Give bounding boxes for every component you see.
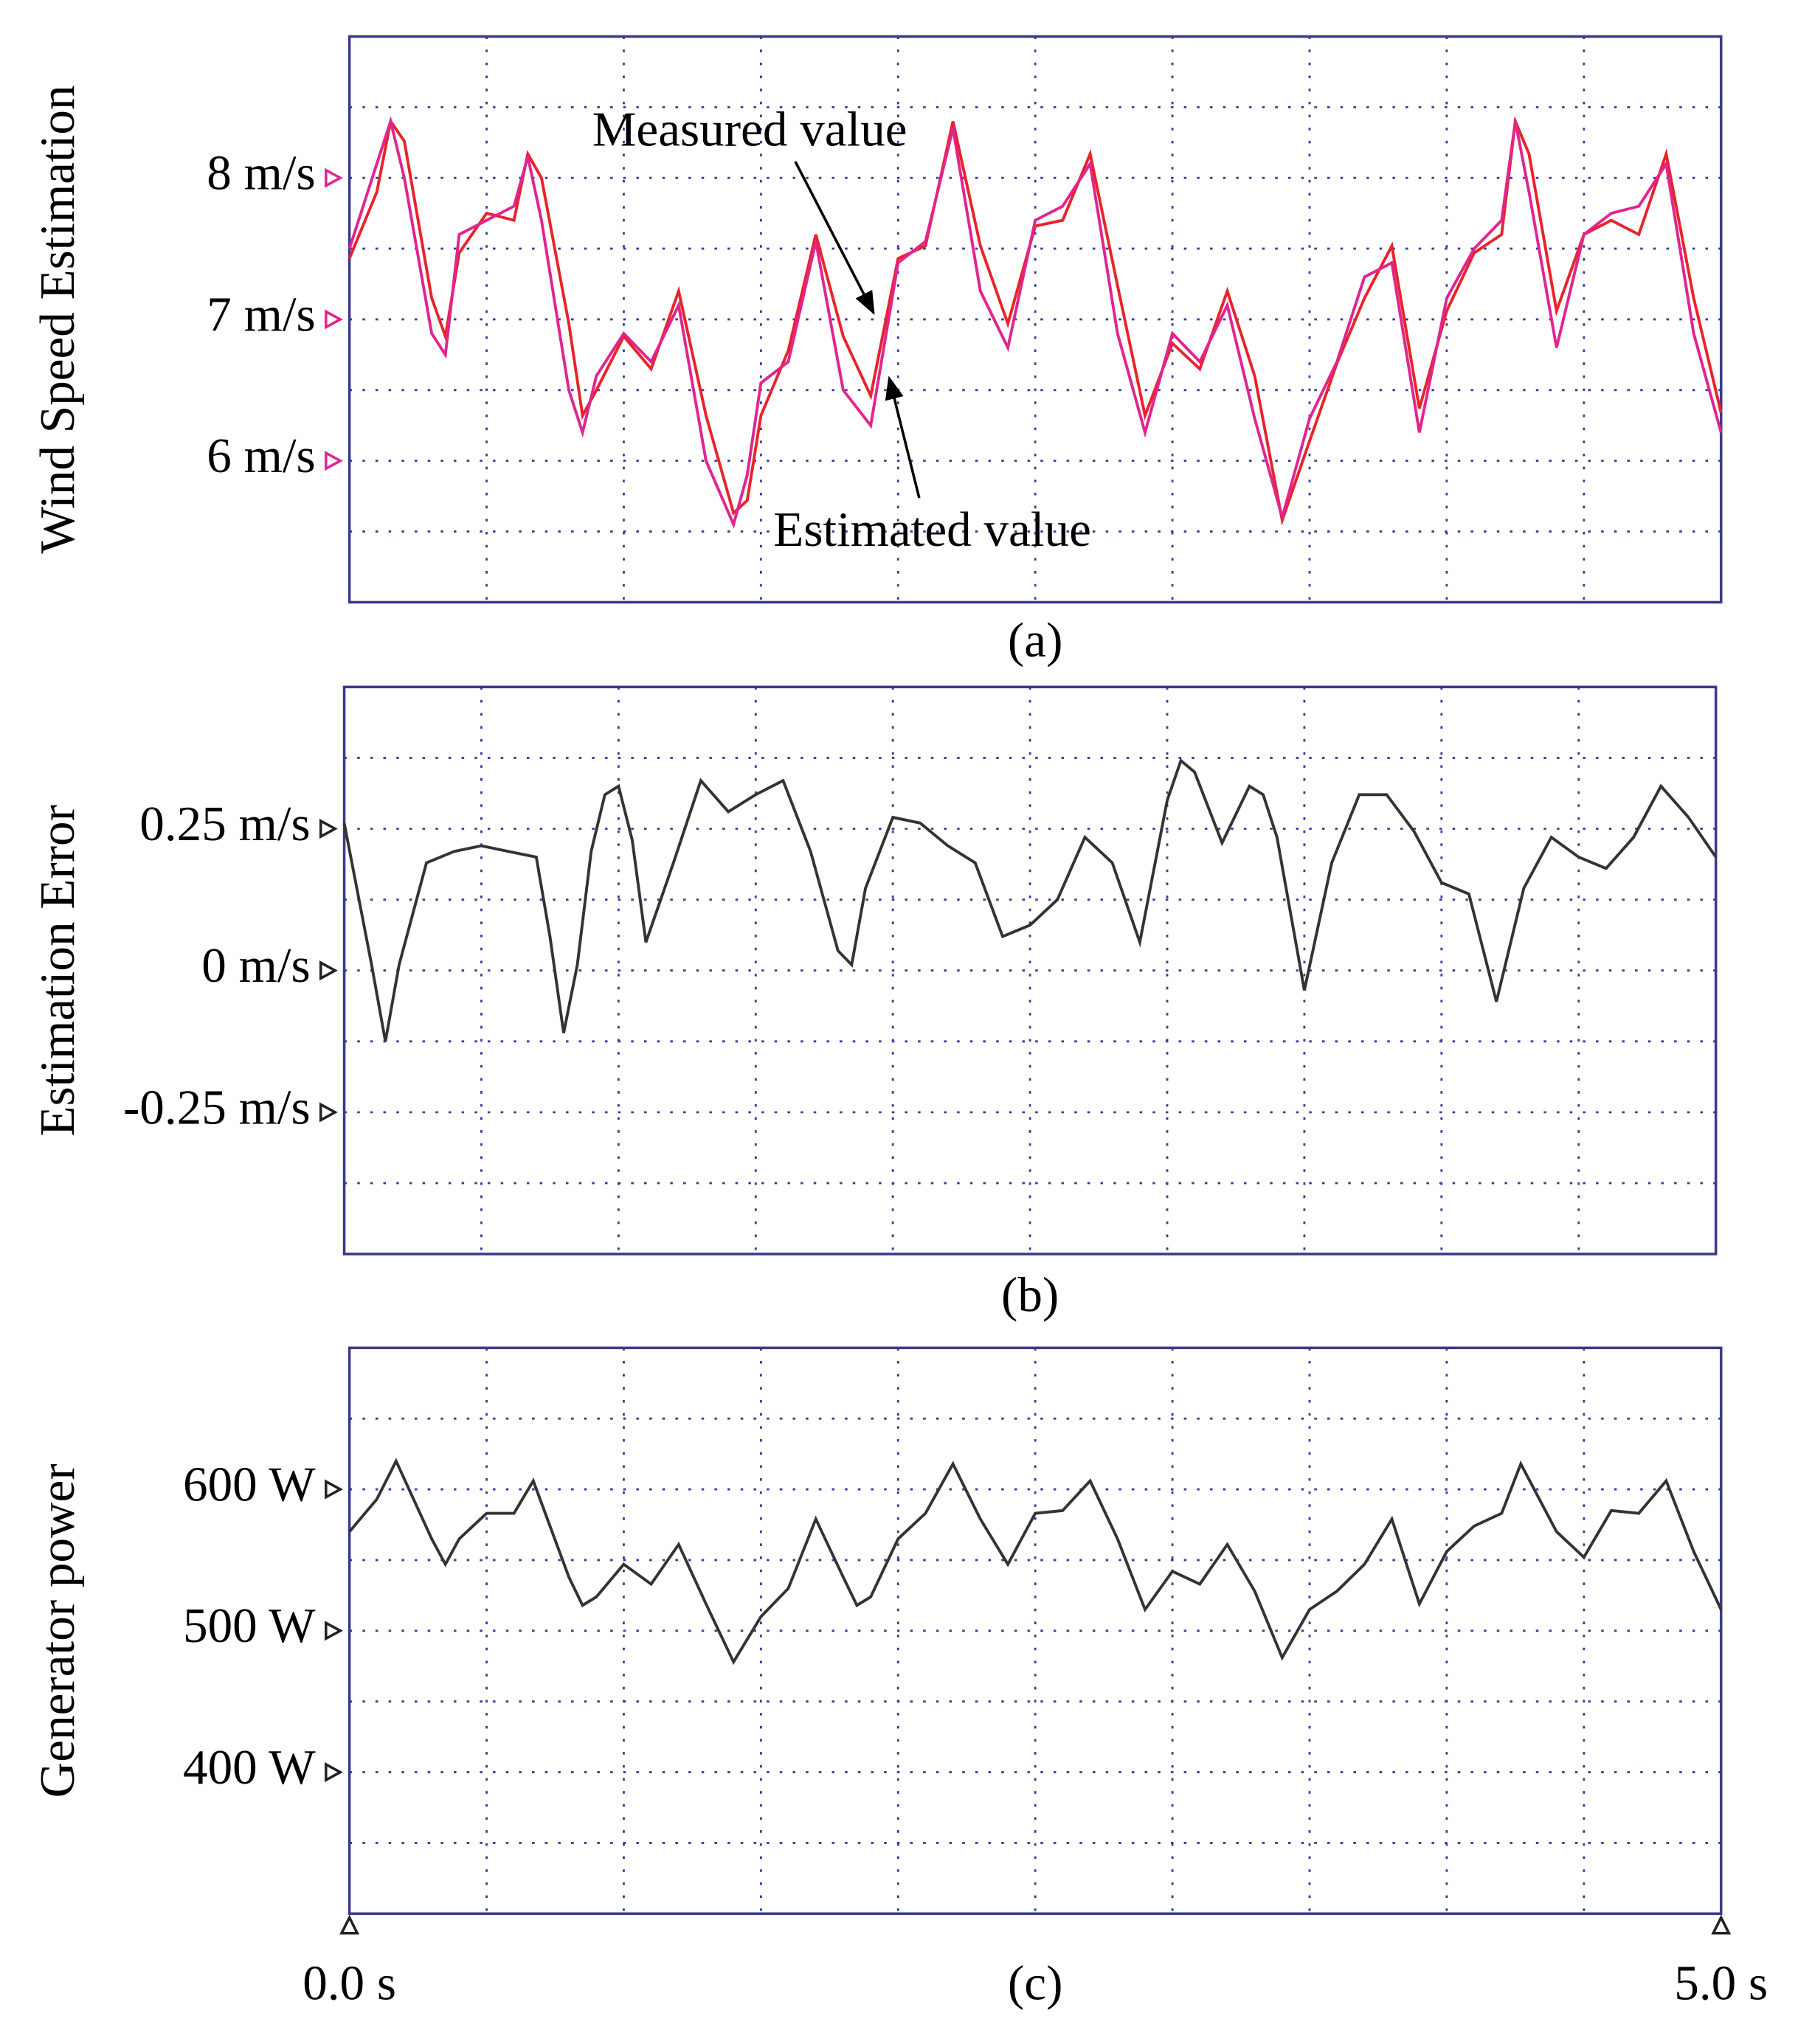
plot-frame [342, 685, 1718, 1255]
y-tick-label: -0.25 m/s [123, 1079, 311, 1134]
y-tick-label: 7 m/s [207, 286, 315, 342]
x-tick-label: 0.0 s [302, 1955, 396, 2010]
annotation-arrow [885, 375, 921, 499]
plot-frame [348, 35, 1723, 604]
plot-frame [348, 1346, 1723, 1916]
y-tick-marker [325, 1621, 343, 1641]
y-tick-marker [319, 818, 338, 839]
y-tick-label: 6 m/s [207, 428, 315, 483]
y-tick-marker [325, 1761, 343, 1783]
trace [342, 758, 1718, 1042]
caption: (a) [1008, 612, 1063, 668]
x-tick-label: 5.0 s [1674, 1955, 1768, 2010]
y-tick-marker [325, 451, 343, 471]
y-tick-label: 0 m/s [201, 938, 310, 993]
y-tick-label: 0.25 m/s [139, 796, 310, 851]
y-tick-label: 8 m/s [207, 145, 315, 201]
y-tick-marker [319, 960, 338, 981]
annotation: Measured value [592, 101, 907, 156]
y-axis-label: Estimation Error [30, 805, 85, 1136]
trace [348, 116, 1723, 529]
trace [348, 1458, 1723, 1666]
y-tick-marker [325, 309, 343, 330]
y-tick-marker [319, 1102, 338, 1123]
caption: (c) [1008, 1955, 1063, 2010]
trace [348, 116, 1723, 526]
y-tick-label: 600 W [183, 1456, 316, 1511]
caption: (b) [1001, 1267, 1059, 1322]
annotation: Estimated value [773, 502, 1091, 557]
annotation-arrow [794, 161, 875, 315]
y-tick-marker [325, 1479, 343, 1500]
y-axis-label: Generator power [30, 1463, 85, 1798]
y-axis-label: Wind Speed Estimation [30, 85, 85, 553]
x-tick-marker [339, 1914, 360, 1935]
x-tick-marker [1711, 1914, 1732, 1935]
y-tick-label: 400 W [183, 1739, 316, 1795]
y-tick-label: 500 W [183, 1598, 316, 1653]
y-tick-marker [325, 167, 343, 188]
